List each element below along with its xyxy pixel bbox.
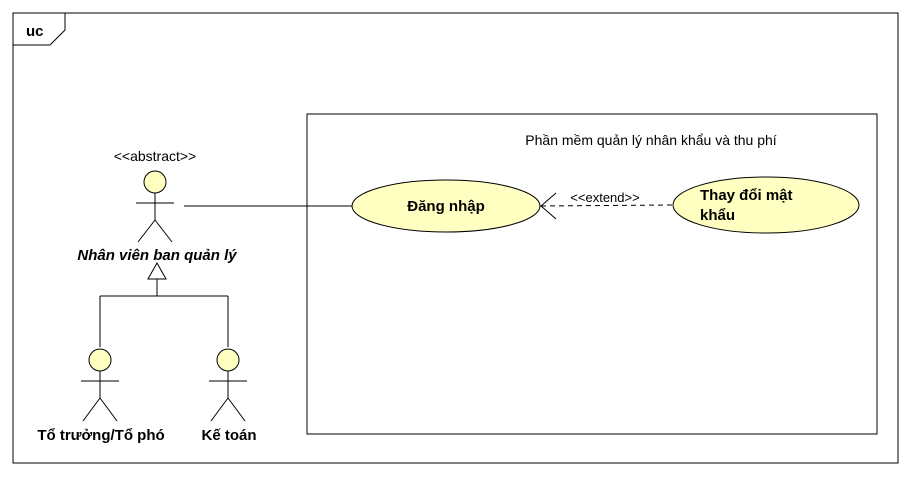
actor-label: Tổ trưởng/Tổ phó: [37, 427, 164, 444]
usecase-change-password[interactable]: Thay đổi mật khẩu: [672, 176, 860, 234]
system-title: Phần mềm quản lý nhân khẩu và thu phí: [525, 132, 777, 148]
usecase-label: Đăng nhập: [407, 198, 485, 215]
actor-team-leader[interactable]: Tổ trưởng/Tổ phó: [37, 348, 165, 444]
actor-stereotype: <<abstract>>: [114, 148, 197, 164]
actor-left-leg: [82, 397, 101, 422]
actor-right-leg: [227, 397, 246, 422]
extend-relationship: <<extend>>: [540, 190, 673, 220]
usecase-login[interactable]: Đăng nhập: [351, 179, 541, 233]
generalization: [99, 261, 229, 347]
actor-right-leg: [99, 397, 118, 422]
actor-head-icon: [216, 348, 240, 372]
extend-label: <<extend>>: [570, 190, 639, 205]
usecase-ellipse: [351, 179, 541, 233]
usecase-label-line1: Thay đổi mật: [700, 187, 793, 204]
actor-left-leg: [137, 219, 156, 243]
actor-abstract[interactable]: <<abstract>> Nhân viên ban quản lý: [77, 148, 237, 264]
actor-accountant[interactable]: Kế toán: [201, 348, 257, 444]
actor-left-leg: [210, 397, 229, 422]
system-boundary: [306, 113, 878, 435]
actor-label: Kế toán: [201, 427, 256, 444]
actor-head-icon: [143, 170, 167, 194]
usecase-ellipse: [672, 176, 860, 234]
extend-line: [540, 204, 673, 207]
extend-arrowhead-icon: [540, 192, 557, 220]
frame-tab: [13, 13, 66, 46]
frame-label: uc: [26, 23, 44, 40]
actor-label: Nhân viên ban quản lý: [77, 247, 237, 264]
actor-right-leg: [154, 219, 173, 243]
usecase-label-line2: khẩu: [700, 207, 735, 224]
actor-head-icon: [88, 348, 112, 372]
